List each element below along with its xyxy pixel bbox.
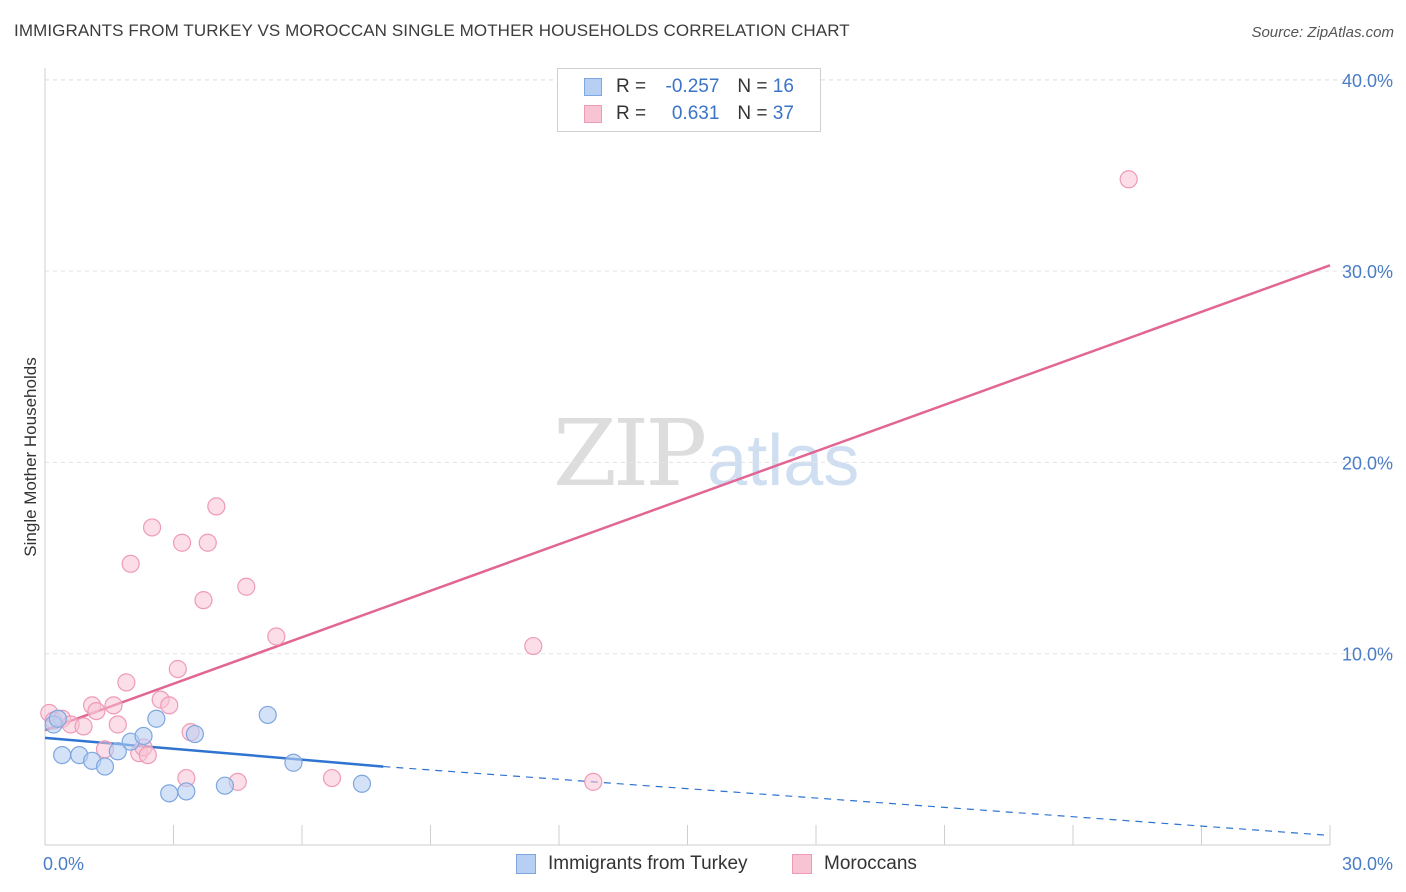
y-tick-label: 40.0%	[1342, 71, 1393, 91]
turkey-swatch	[584, 78, 602, 96]
y-tick-label: 30.0%	[1342, 262, 1393, 282]
turkey-point	[177, 782, 196, 801]
moroccan-point	[237, 577, 256, 596]
r-value-moroccan: 0.631	[671, 103, 720, 124]
y-axis-label: Single Mother Households	[21, 357, 40, 556]
moroccan-swatch	[584, 105, 602, 123]
turkey-point	[108, 742, 127, 761]
moroccan-point	[168, 659, 187, 679]
turkey-point	[185, 724, 205, 744]
moroccan-point	[194, 591, 213, 610]
moroccan-point	[267, 627, 286, 646]
r-label: R =	[616, 76, 647, 97]
data-points	[40, 170, 1138, 803]
moroccan-point	[1119, 170, 1138, 189]
moroccan-point	[117, 673, 136, 692]
legend-row-moroccan: R = 0.631 N = 37	[584, 102, 794, 126]
turkey-point	[352, 774, 372, 793]
legend-label-moroccans: Moroccans	[824, 853, 917, 874]
turkey-point	[147, 709, 166, 728]
moroccan-point	[584, 772, 603, 791]
y-tick-label: 20.0%	[1342, 453, 1393, 473]
gridlines	[45, 79, 1395, 655]
legend-item-turkey: Immigrants from Turkey	[516, 852, 748, 876]
moroccan-point	[198, 533, 217, 552]
n-value-turkey: 16	[772, 76, 794, 97]
x-tick-label: 30.0%	[1342, 854, 1393, 874]
moroccan-point	[142, 518, 162, 537]
tick-labels: 10.0% 20.0% 30.0% 40.0% 0.0% 30.0%	[43, 71, 1393, 874]
turkey-point	[95, 757, 115, 776]
watermark-atlas: atlas	[707, 421, 860, 501]
r-value-turkey: -0.257	[665, 76, 720, 97]
moroccan-point	[121, 554, 140, 573]
moroccan-point	[87, 701, 106, 721]
moroccan-point	[160, 696, 179, 715]
n-label: N =	[737, 103, 768, 124]
r-label: R =	[616, 103, 647, 124]
watermark: ZIPatlas	[553, 400, 859, 507]
y-tick-label: 10.0%	[1342, 645, 1393, 665]
x-tick-label: 0.0%	[43, 854, 84, 874]
moroccan-point	[138, 745, 157, 765]
moroccan-point	[322, 768, 342, 788]
source-credit: Source: ZipAtlas.com	[1251, 24, 1394, 41]
moroccan-legend-swatch	[792, 854, 812, 874]
trend-lines	[44, 264, 1331, 837]
turkey-point	[258, 705, 277, 725]
turkey-legend-swatch	[516, 854, 536, 874]
moroccan-point	[104, 696, 123, 715]
trend-line-moroccans	[44, 264, 1331, 732]
legend-item-moroccans: Moroccans	[792, 852, 917, 876]
turkey-point	[160, 784, 179, 803]
moroccan-point	[524, 636, 543, 656]
trend-line-turkey-extrapolated	[383, 765, 1331, 837]
moroccan-point	[172, 533, 192, 552]
watermark-zip: ZIP	[553, 400, 707, 507]
legend-label-turkey: Immigrants from Turkey	[548, 853, 748, 874]
turkey-point	[284, 753, 303, 772]
turkey-point	[48, 709, 67, 728]
n-label: N =	[737, 76, 768, 97]
turkey-point	[53, 745, 72, 765]
moroccan-point	[207, 497, 226, 516]
n-value-moroccan: 37	[772, 103, 794, 124]
turkey-point	[215, 776, 234, 795]
turkey-point	[134, 726, 153, 746]
correlation-legend: R = -0.257 N = 16 R = 0.631 N = 37	[557, 68, 821, 132]
moroccan-point	[74, 717, 93, 736]
chart-title: IMMIGRANTS FROM TURKEY VS MOROCCAN SINGL…	[14, 21, 850, 40]
moroccan-point	[108, 715, 127, 734]
legend-row-turkey: R = -0.257 N = 16	[584, 75, 794, 99]
axes	[44, 68, 1331, 846]
